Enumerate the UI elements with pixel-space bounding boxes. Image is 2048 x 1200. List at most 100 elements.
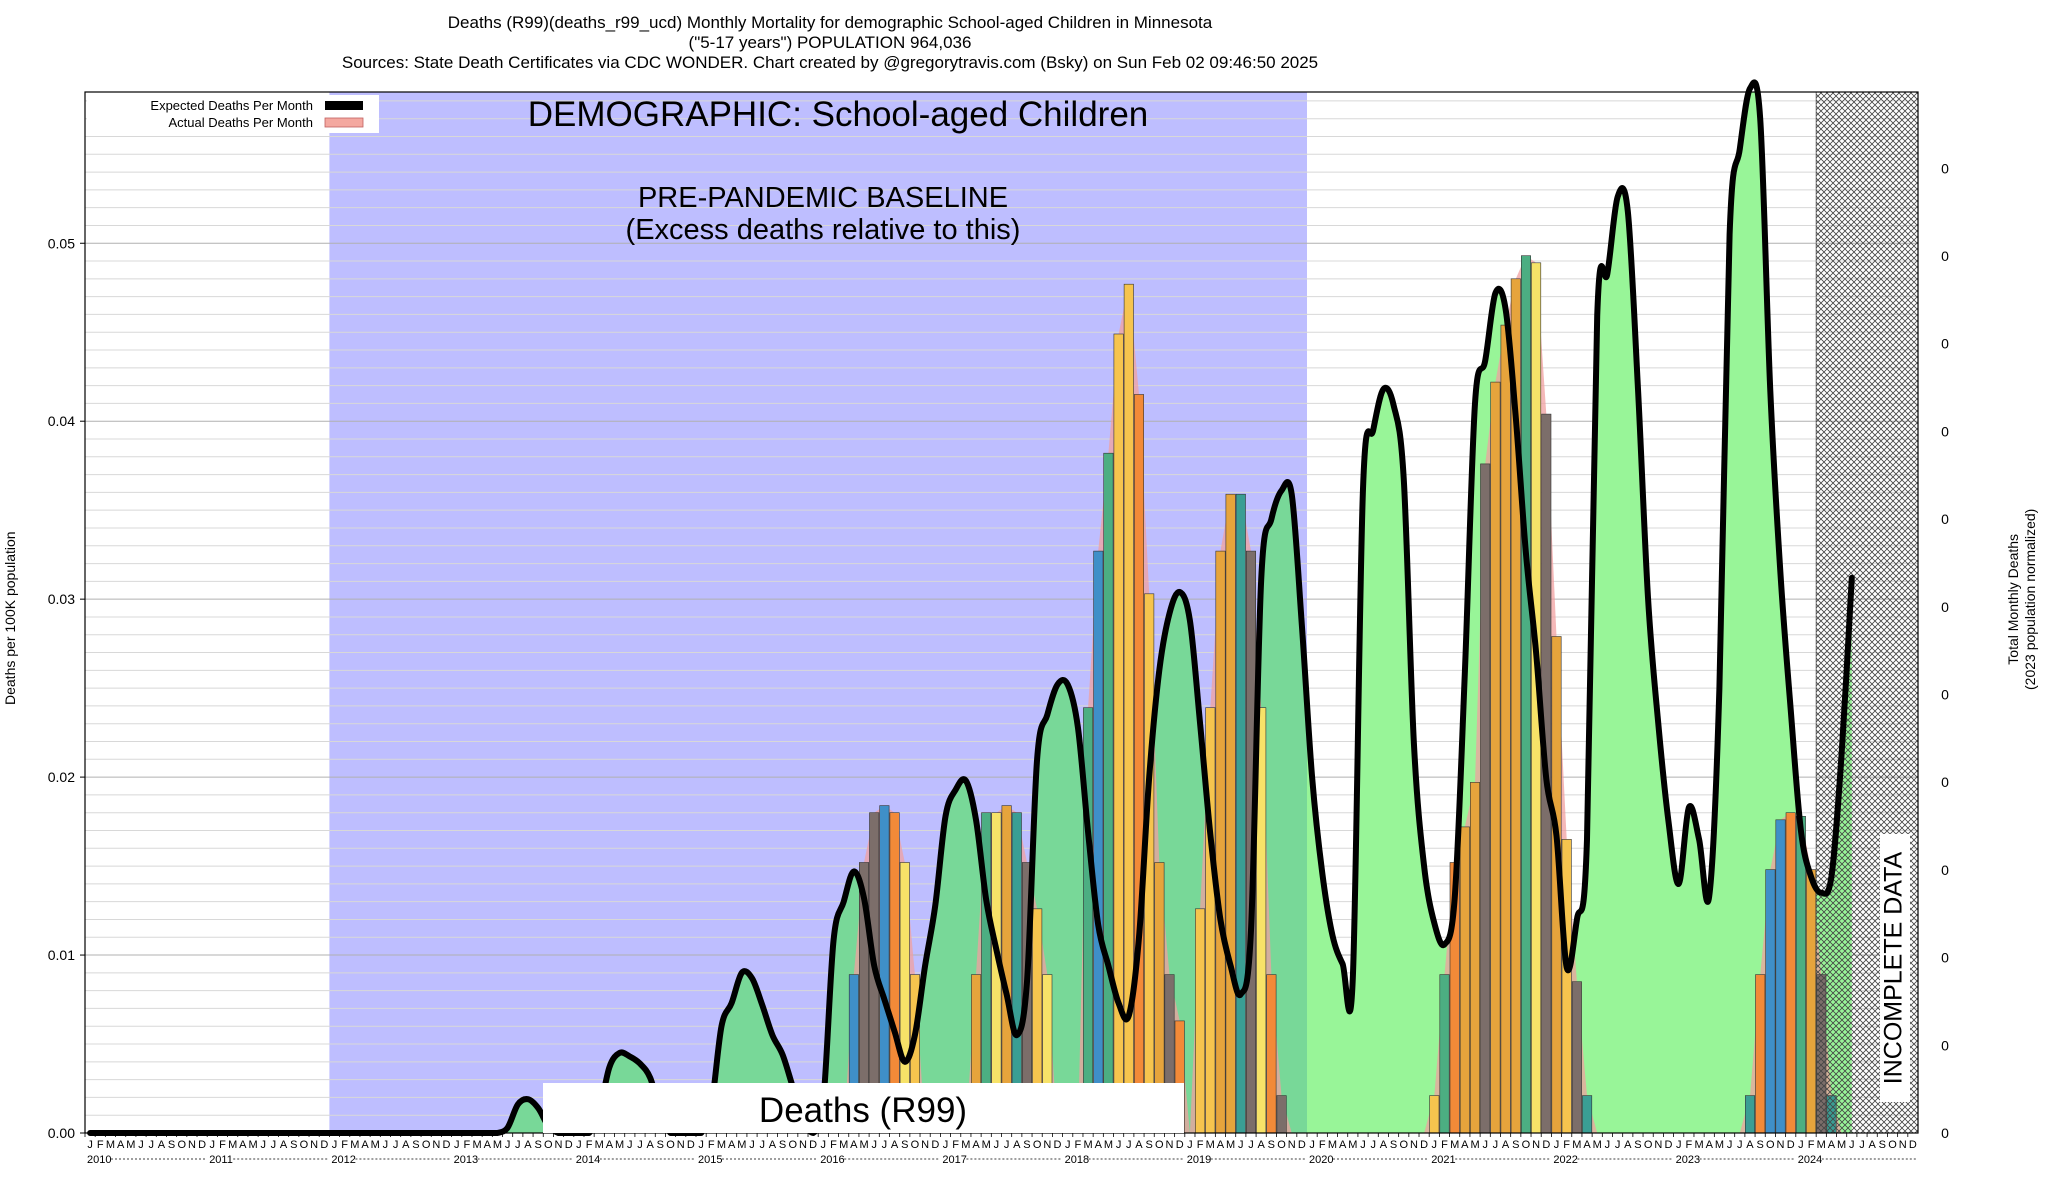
bar — [1225, 493, 1236, 1134]
x-month-label: S — [1023, 1139, 1030, 1151]
x-month-label: N — [921, 1139, 929, 1151]
x-month-label: J — [148, 1139, 154, 1151]
bar — [1785, 812, 1796, 1134]
bar — [1235, 493, 1246, 1134]
x-month-label: A — [484, 1139, 492, 1151]
x-month-label: A — [1869, 1139, 1877, 1151]
x-month-label: A — [1135, 1139, 1143, 1151]
x-month-label: J — [698, 1139, 704, 1151]
x-month-label: M — [248, 1139, 257, 1151]
x-month-label: D — [1787, 1139, 1795, 1151]
x-month-label: A — [117, 1139, 125, 1151]
x-month-label: J — [1737, 1139, 1743, 1151]
x-month-label: J — [87, 1139, 93, 1151]
x-month-label: J — [1370, 1139, 1376, 1151]
x-month-label: A — [1339, 1139, 1347, 1151]
x-month-label: A — [972, 1139, 980, 1151]
y-tick-label: 0.03 — [48, 591, 75, 607]
x-month-label: D — [687, 1139, 695, 1151]
bar — [1439, 974, 1450, 1134]
x-month-label: S — [412, 1139, 419, 1151]
x-month-label: O — [422, 1139, 431, 1151]
x-month-label: A — [1013, 1139, 1021, 1151]
x-month-label: M — [106, 1139, 115, 1151]
x-month-label: S — [1756, 1139, 1763, 1151]
y-axis-label-right: Total Monthly Deaths (2023 population no… — [2005, 509, 2039, 690]
x-month-label: O — [1522, 1139, 1531, 1151]
y-tick-label: 0.05 — [48, 235, 75, 251]
x-month-label: O — [1888, 1139, 1897, 1151]
x-month-label: O — [1644, 1139, 1653, 1151]
right-tick-label: 0 — [1941, 1125, 1949, 1141]
legend: Expected Deaths Per Month Actual Deaths P… — [87, 95, 379, 133]
x-month-label: N — [1410, 1139, 1418, 1151]
x-month-label: J — [332, 1139, 338, 1151]
x-month-label: O — [544, 1139, 553, 1151]
x-month-label: J — [1676, 1139, 1682, 1151]
x-month-label: M — [1206, 1139, 1215, 1151]
x-month-label: M — [1104, 1139, 1113, 1151]
x-month-label: M — [1328, 1139, 1337, 1151]
x-month-label: M — [1226, 1139, 1235, 1151]
x-month-label: M — [1470, 1139, 1479, 1151]
x-month-label: M — [982, 1139, 991, 1151]
x-month-label: S — [901, 1139, 908, 1151]
bar — [1582, 1095, 1593, 1134]
x-month-label: S — [1512, 1139, 1519, 1151]
actual-deaths-area — [85, 255, 1918, 1133]
expected-area-baseline — [90, 482, 1307, 1133]
x-month-label: J — [943, 1139, 949, 1151]
x-year-label: 2024 — [1798, 1154, 1822, 1166]
right-tick-label: 0 — [1941, 1037, 1949, 1053]
bar — [1103, 452, 1114, 1134]
bar — [1195, 908, 1206, 1134]
x-month-label: F — [586, 1139, 593, 1151]
x-month-label: J — [749, 1139, 755, 1151]
x-year-label: 2019 — [1187, 1154, 1211, 1166]
x-month-label: J — [505, 1139, 511, 1151]
x-month-label: J — [383, 1139, 389, 1151]
x-month-label: N — [1288, 1139, 1296, 1151]
bar — [1480, 463, 1491, 1134]
x-month-label: O — [1155, 1139, 1164, 1151]
x-month-label: O — [911, 1139, 920, 1151]
x-month-label: F — [464, 1139, 471, 1151]
legend-swatch-actual — [324, 117, 364, 128]
x-month-label: A — [891, 1139, 899, 1151]
x-month-label: S — [1879, 1139, 1886, 1151]
x-month-label: M — [350, 1139, 359, 1151]
x-month-label: A — [158, 1139, 166, 1151]
x-month-label: J — [271, 1139, 277, 1151]
x-month-label: F — [1441, 1139, 1448, 1151]
x-month-label: J — [393, 1139, 399, 1151]
x-month-label: D — [320, 1139, 328, 1151]
bar — [1276, 1095, 1287, 1134]
x-month-label: A — [1706, 1139, 1714, 1151]
y-tick-label: 0.02 — [48, 769, 75, 785]
x-month-label: N — [1043, 1139, 1051, 1151]
x-month-label: A — [1583, 1139, 1591, 1151]
x-month-label: M — [1715, 1139, 1724, 1151]
bar — [1134, 394, 1145, 1134]
x-month-label: O — [1399, 1139, 1408, 1151]
x-month-label: D — [1542, 1139, 1550, 1151]
x-month-label: M — [371, 1139, 380, 1151]
x-month-label: J — [1798, 1139, 1804, 1151]
x-month-label: N — [677, 1139, 685, 1151]
x-month-label: M — [1348, 1139, 1357, 1151]
x-year-label: 2023 — [1676, 1154, 1700, 1166]
incomplete-label-box — [1880, 834, 1910, 1102]
bar — [1775, 819, 1786, 1134]
x-month-label: F — [219, 1139, 226, 1151]
x-month-label: J — [1432, 1139, 1438, 1151]
x-month-label: A — [1380, 1139, 1388, 1151]
x-month-label: N — [799, 1139, 807, 1151]
x-month-label: M — [839, 1139, 848, 1151]
x-month-label: D — [443, 1139, 451, 1151]
x-month-label: J — [627, 1139, 633, 1151]
x-month-label: M — [859, 1139, 868, 1151]
x-month-label: J — [1849, 1139, 1855, 1151]
x-month-label: A — [1217, 1139, 1225, 1151]
bar — [1806, 869, 1817, 1134]
